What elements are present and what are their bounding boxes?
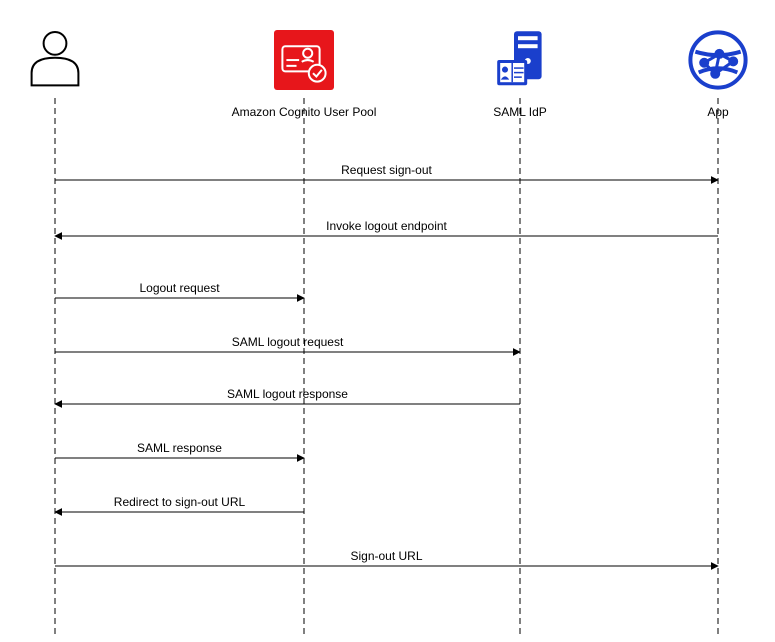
user-icon	[32, 32, 79, 85]
message-label-3: SAML logout request	[232, 335, 344, 349]
message-label-0: Request sign-out	[341, 163, 432, 177]
app-icon	[690, 32, 745, 87]
sequence-diagram: Amazon Cognito User PoolSAML IdPAppReque…	[0, 0, 775, 642]
message-label-6: Redirect to sign-out URL	[114, 495, 246, 509]
message-label-4: SAML logout response	[227, 387, 348, 401]
message-label-5: SAML response	[137, 441, 222, 455]
message-label-1: Invoke logout endpoint	[326, 219, 447, 233]
saml-idp-icon	[497, 31, 541, 85]
cognito-icon	[274, 30, 334, 90]
message-label-2: Logout request	[139, 281, 220, 295]
message-label-7: Sign-out URL	[350, 549, 422, 563]
